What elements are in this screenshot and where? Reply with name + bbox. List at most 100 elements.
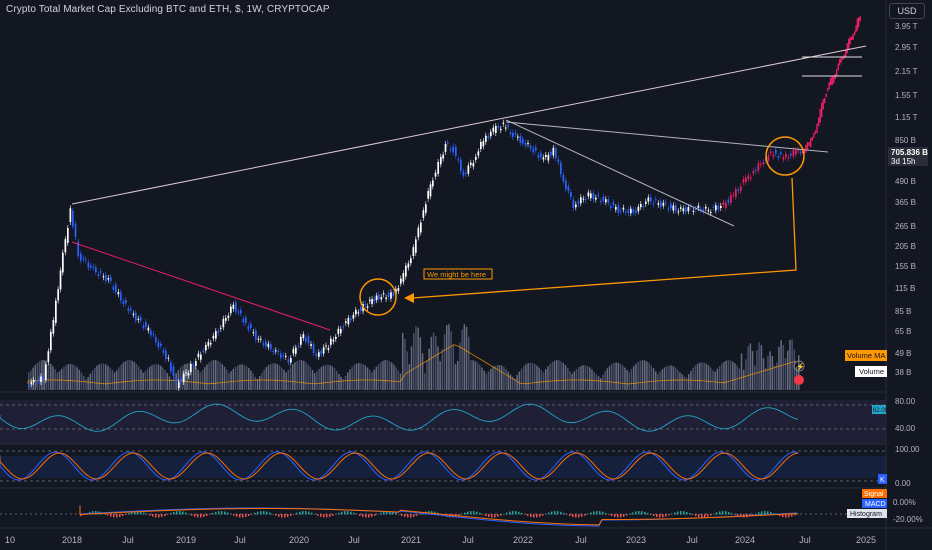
volume-bar (314, 373, 316, 390)
candle-body (77, 241, 80, 257)
volume-bar (628, 371, 631, 390)
volume-bar (443, 334, 446, 390)
candle-body (462, 171, 465, 176)
macd-hist-bar (395, 512, 397, 515)
volume-bar (239, 364, 241, 390)
macd-hist-bar (539, 514, 541, 517)
descending-trendline-2022 (505, 119, 735, 227)
volume-bar (58, 371, 61, 390)
candle-body (100, 271, 102, 273)
volume-bar (441, 349, 444, 390)
projection-bar (802, 149, 804, 154)
macd-hist-bar (80, 514, 82, 517)
volume-bar (589, 367, 591, 390)
stoch-k-badge (878, 474, 887, 484)
volume-bar (633, 366, 635, 390)
macd-hist-bar (233, 514, 235, 516)
candle-body (315, 353, 318, 357)
macd-hist-bar (206, 514, 208, 516)
candle-body (735, 188, 737, 197)
candle-body (702, 209, 705, 212)
macd-hist-bar (326, 514, 328, 518)
volume-bar (336, 370, 338, 390)
volume-bar (454, 364, 457, 390)
candle-body (545, 154, 547, 158)
upper-triangle-line (505, 121, 829, 153)
candle-body (470, 162, 472, 165)
macd-hist-bar (113, 514, 115, 518)
macd-hist-bar (170, 512, 172, 515)
candle-body (457, 159, 460, 161)
projection-bar (808, 142, 810, 146)
volume-bar (195, 367, 197, 390)
candle-body (660, 201, 662, 207)
candle-body (682, 208, 685, 212)
volume-label: Volume (859, 367, 884, 376)
macd-hist-bar (470, 511, 472, 515)
macd-hist-bar (593, 511, 595, 515)
candle-body (487, 135, 490, 138)
candle-body (205, 344, 207, 351)
currency-button[interactable]: USD (889, 3, 925, 19)
volume-bar (567, 367, 569, 390)
candle-body (662, 202, 665, 206)
volume-bar (465, 326, 468, 390)
volume-bar (307, 364, 309, 390)
candle-body (632, 209, 635, 213)
volume-bar (347, 372, 349, 390)
candle-body (318, 352, 320, 357)
volume-bar (305, 362, 307, 390)
macd-hist-bar (344, 511, 346, 515)
volume-bar (787, 350, 789, 390)
volume-bar (142, 372, 144, 390)
volume-bar (329, 365, 331, 390)
macd-hist-bar (224, 511, 226, 515)
volume-bar (518, 371, 521, 390)
candle-body (142, 325, 145, 328)
macd-hist-bar (401, 514, 403, 516)
candle-body (200, 354, 202, 360)
candle-body (715, 205, 717, 211)
projection-bar (818, 117, 820, 127)
signal-badge (862, 489, 887, 498)
macd-hist-bar (635, 511, 637, 515)
macd-hist-bar (485, 514, 487, 516)
macd-hist-bar (374, 514, 376, 516)
volume-bar (402, 332, 404, 390)
candle-body (622, 207, 625, 210)
volume-bar (573, 371, 576, 390)
volume-bar (349, 369, 351, 390)
candle-body (670, 203, 672, 209)
volume-bar (490, 369, 492, 390)
macd-hist-bar (377, 513, 379, 515)
candle-body (371, 299, 373, 305)
candle-body (55, 300, 57, 323)
candle-body (547, 154, 550, 161)
candle-body (355, 309, 357, 315)
volume-bar (459, 342, 461, 390)
candle-body (597, 194, 600, 196)
macd-hist-bar (197, 514, 199, 518)
volume-bar (707, 365, 710, 390)
macd-hist-bar (788, 514, 790, 518)
candle-body (637, 206, 640, 212)
volume-bar (637, 361, 639, 390)
volume-bar (646, 361, 648, 390)
projection-bar (827, 88, 829, 92)
volume-bar (734, 363, 736, 390)
volume-bar (83, 375, 85, 390)
projection-bar (814, 130, 817, 135)
macd-hist-bar (473, 511, 475, 515)
macd-hist-bar (629, 513, 631, 515)
macd-hist-bar (398, 514, 400, 515)
time-label: Jul (348, 535, 360, 545)
price-tick: 3.95 T (895, 22, 918, 31)
candle-body (672, 205, 675, 211)
candle-body (467, 165, 470, 174)
macd-hist-bar (227, 512, 229, 515)
candle-body (675, 205, 677, 212)
volume-bar (120, 364, 122, 390)
projection-bar (803, 148, 805, 154)
volume-bar (745, 359, 747, 390)
